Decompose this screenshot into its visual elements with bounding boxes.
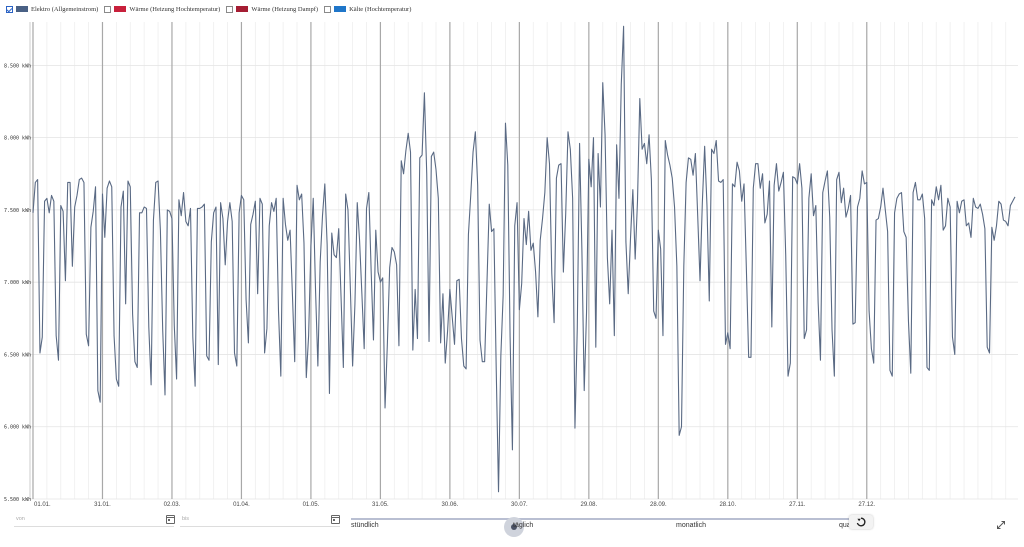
legend-label-waerme-hochtemperatur: Wärme (Heizung Hochtemperatur) bbox=[129, 5, 221, 13]
expand-icon bbox=[997, 521, 1005, 529]
x-tick-label: 29.08. bbox=[581, 502, 598, 508]
granularity-slider[interactable] bbox=[351, 517, 851, 537]
legend-checkbox-waerme-dampf[interactable] bbox=[226, 5, 234, 13]
y-tick-label: 5.500 kWh bbox=[4, 497, 31, 503]
y-tick-label: 7.500 kWh bbox=[4, 208, 31, 214]
chart-controls: stündlich täglich monatlich quar bbox=[0, 510, 1024, 540]
granularity-option-monthly[interactable]: monatlich bbox=[676, 522, 706, 529]
chart-grid bbox=[29, 22, 1018, 500]
legend-label-elektro: Elektro (Allgemeinstrom) bbox=[31, 5, 99, 13]
x-tick-label: 01.04. bbox=[233, 502, 250, 508]
x-tick-label: 31.01. bbox=[94, 502, 111, 508]
legend-item-waerme-hochtemperatur[interactable]: Wärme (Heizung Hochtemperatur) bbox=[104, 5, 221, 13]
series-line-elektro bbox=[32, 25, 1016, 493]
to-date-field[interactable] bbox=[180, 515, 340, 527]
legend-swatch-waerme-dampf bbox=[236, 6, 249, 12]
from-date-field[interactable] bbox=[14, 515, 175, 527]
chart-series bbox=[32, 25, 1016, 493]
x-tick-label: 02.03. bbox=[164, 502, 181, 508]
expand-button[interactable] bbox=[996, 517, 1006, 529]
energy-line-chart: 5.500 kWh 6.000 kWh 6.500 kWh 7.000 kWh 7.50… bbox=[4, 22, 1018, 508]
calendar-icon[interactable] bbox=[331, 515, 340, 524]
legend-swatch-waerme-hochtemperatur bbox=[114, 6, 127, 12]
x-tick-label: 31.05. bbox=[372, 502, 389, 508]
x-tick-label: 27.11. bbox=[789, 502, 806, 508]
legend-checkbox-waerme-hochtemperatur[interactable] bbox=[104, 5, 112, 13]
x-tick-label: 28.09. bbox=[650, 502, 667, 508]
granularity-option-daily[interactable]: täglich bbox=[513, 522, 534, 529]
legend-item-waerme-dampf[interactable]: Wärme (Heizung Dampf) bbox=[226, 5, 319, 13]
y-tick-label: 8.500 kWh bbox=[4, 63, 31, 69]
y-axis: 5.500 kWh 6.000 kWh 6.500 kWh 7.000 kWh 7.50… bbox=[4, 63, 31, 503]
reset-zoom-button[interactable] bbox=[849, 515, 873, 529]
legend-checkbox-elektro[interactable] bbox=[6, 5, 13, 13]
reset-icon bbox=[856, 517, 866, 527]
x-tick-label: 01.05. bbox=[303, 502, 320, 508]
legend-swatch-kaelte bbox=[334, 6, 347, 12]
y-tick-label: 6.000 kWh bbox=[4, 425, 31, 431]
y-tick-label: 6.500 kWh bbox=[4, 352, 31, 358]
x-axis: 01.01. 31.01. 02.03. 01.04. 01.05. 31.05. 30.0… bbox=[34, 502, 875, 508]
granularity-option-quarterly[interactable]: quar bbox=[839, 522, 854, 529]
x-tick-label: 01.01. bbox=[34, 502, 51, 508]
from-date-input[interactable] bbox=[14, 516, 156, 522]
legend-item-kaelte[interactable]: Kälte (Hochtemperatur) bbox=[324, 5, 412, 13]
calendar-icon[interactable] bbox=[166, 515, 175, 524]
x-tick-label: 30.06. bbox=[442, 502, 459, 508]
x-tick-label: 28.10. bbox=[719, 502, 736, 508]
to-date-input[interactable] bbox=[180, 516, 322, 522]
y-tick-label: 7.000 kWh bbox=[4, 280, 31, 286]
legend-checkbox-kaelte[interactable] bbox=[324, 5, 332, 13]
legend-swatch-elektro bbox=[16, 6, 28, 12]
granularity-option-hourly[interactable]: stündlich bbox=[351, 522, 379, 529]
y-tick-label: 8.000 kWh bbox=[4, 136, 31, 142]
x-tick-label: 30.07. bbox=[511, 502, 528, 508]
granularity-slider-thumb[interactable] bbox=[504, 517, 524, 537]
x-tick-label: 27.12. bbox=[858, 502, 875, 508]
legend-label-kaelte: Kälte (Hochtemperatur) bbox=[349, 5, 412, 13]
chart-legend: Elektro (Allgemeinstrom) Wärme (Heizung … bbox=[6, 3, 417, 15]
legend-label-waerme-dampf: Wärme (Heizung Dampf) bbox=[251, 5, 319, 13]
legend-item-elektro[interactable]: Elektro (Allgemeinstrom) bbox=[6, 5, 99, 13]
